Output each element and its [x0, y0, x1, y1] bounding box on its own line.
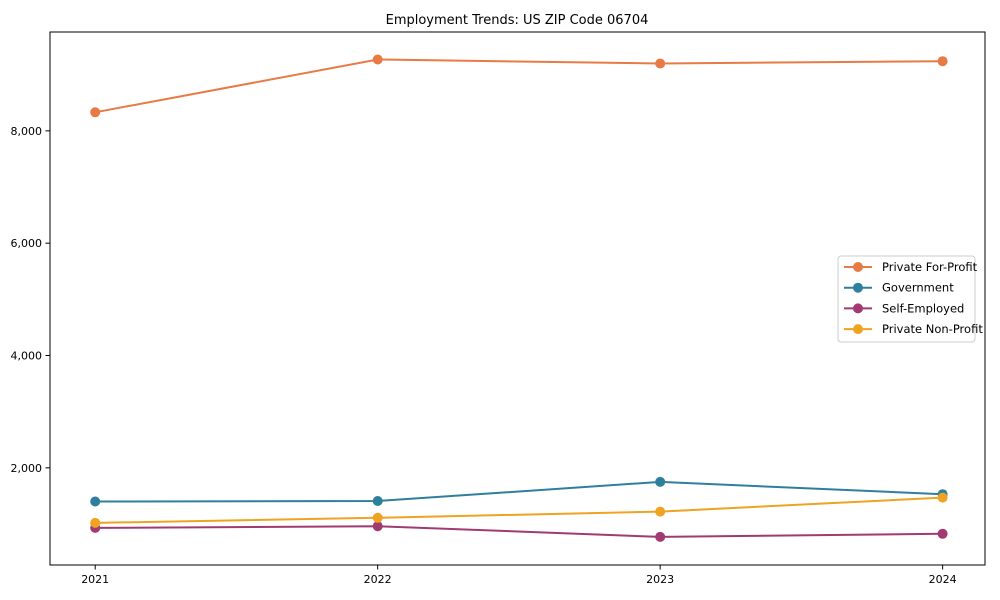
- data-point-private-for-profit: [372, 54, 383, 65]
- x-tick-label: 2023: [646, 573, 674, 586]
- data-point-government: [655, 476, 666, 487]
- data-point-government: [90, 496, 101, 507]
- legend: Private For-Profit Government Self-Employe…: [837, 255, 983, 343]
- legend-marker: [853, 303, 863, 314]
- data-point-private-for-profit: [937, 56, 948, 67]
- data-point-private-non-profit: [90, 517, 101, 528]
- data-point-self-employed: [655, 531, 666, 542]
- y-tick-label: 6,000: [11, 237, 43, 250]
- data-point-private-non-profit: [937, 492, 948, 503]
- data-point-self-employed: [937, 528, 948, 539]
- x-tick-label: 2024: [929, 573, 957, 586]
- chart-title: Employment Trends: US ZIP Code 06704: [386, 13, 649, 28]
- data-point-private-for-profit: [655, 58, 666, 69]
- data-point-private-for-profit: [90, 107, 101, 118]
- series-line-private-for-profit: [95, 58, 943, 114]
- y-axis: 2,000 4,000 6,000 8,000: [11, 125, 50, 475]
- series-line-private-non-profit: [95, 496, 943, 524]
- x-tick-label: 2022: [364, 573, 392, 586]
- legend-label: Private Non-Profit: [882, 322, 983, 336]
- legend-marker: [853, 324, 863, 335]
- legend-box: [837, 255, 976, 343]
- series-private-for-profit: [90, 54, 948, 118]
- series-self-employed: [90, 521, 948, 542]
- data-point-self-employed: [372, 521, 383, 532]
- legend-entry-self-employed: Self-Employed: [844, 301, 964, 315]
- legend-label: Government: [882, 281, 954, 295]
- y-tick-label: 2,000: [11, 462, 43, 475]
- data-point-private-non-profit: [655, 506, 666, 517]
- legend-marker: [853, 262, 863, 272]
- legend-marker: [853, 282, 863, 293]
- series-line-self-employed: [95, 525, 943, 538]
- series-line-government: [95, 480, 943, 503]
- legend-label: Private For-Profit: [882, 260, 978, 274]
- legend-entry-government: Government: [844, 281, 954, 295]
- series-private-non-profit: [90, 492, 948, 528]
- legend-label: Self-Employed: [882, 301, 964, 315]
- x-axis: 2021 2022 2023 2024: [81, 565, 957, 586]
- legend-entry-private-non-profit: Private Non-Profit: [844, 322, 983, 336]
- plot-area-frame: [49, 31, 986, 566]
- legend-entry-private-for-profit: Private For-Profit: [844, 260, 978, 274]
- series-government: [90, 476, 948, 507]
- y-tick-label: 4,000: [11, 350, 43, 363]
- x-tick-label: 2021: [81, 573, 109, 586]
- data-point-private-non-profit: [372, 512, 383, 523]
- data-point-government: [372, 496, 383, 506]
- y-tick-label: 8,000: [11, 125, 43, 138]
